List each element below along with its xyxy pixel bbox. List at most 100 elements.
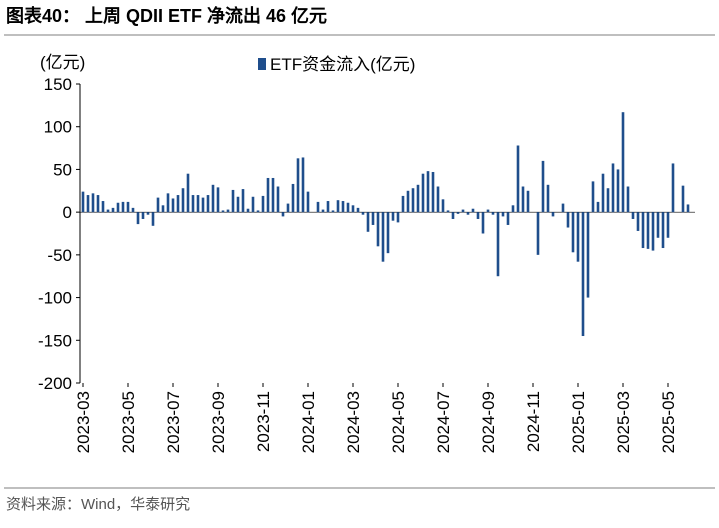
bar: [456, 212, 460, 214]
bar: [561, 203, 565, 213]
bar: [381, 212, 385, 262]
bar: [401, 195, 405, 213]
y-tick-label: -150: [38, 331, 72, 350]
bar: [641, 212, 645, 249]
bar: [536, 212, 540, 255]
bar: [371, 212, 375, 225]
bar: [506, 212, 510, 225]
bar: [101, 201, 105, 213]
bar: [176, 195, 180, 213]
source: 资料来源：Wind，华泰研究: [6, 496, 190, 513]
bar: [161, 205, 165, 213]
x-tick-label: 2024-05: [389, 391, 408, 453]
bar: [276, 186, 280, 213]
bar: [181, 188, 185, 213]
bar: [466, 212, 470, 215]
bar: [281, 212, 285, 217]
bar: [681, 185, 685, 213]
bar: [306, 191, 310, 213]
bar: [231, 189, 235, 213]
bar: [351, 205, 355, 213]
bar: [291, 183, 295, 213]
bar: [126, 201, 130, 213]
bar: [216, 187, 220, 213]
bar: [166, 193, 170, 213]
bar: [236, 196, 240, 213]
bar: [271, 177, 275, 213]
bar: [471, 208, 475, 213]
bar: [196, 195, 200, 213]
bar: [151, 212, 155, 226]
x-tick-label: 2023-09: [209, 391, 228, 453]
bar: [146, 212, 150, 215]
bar: [451, 212, 455, 219]
x-tick-label: 2023-07: [164, 391, 183, 453]
bar: [366, 212, 370, 232]
bar: [96, 195, 100, 213]
bar: [591, 181, 595, 213]
x-tick-label: 2024-03: [344, 391, 363, 453]
bar: [441, 199, 445, 213]
bar: [406, 190, 410, 213]
bar: [671, 163, 675, 213]
bar: [521, 186, 525, 213]
y-tick-label: -200: [38, 374, 72, 393]
bar: [426, 171, 430, 213]
bar: [496, 212, 500, 277]
y-tick-label: 150: [44, 75, 72, 94]
bar: [341, 201, 345, 213]
bar: [596, 201, 600, 213]
bar: [636, 212, 640, 231]
bar: [361, 212, 365, 215]
bar: [436, 186, 440, 213]
x-tick-label: 2025-03: [614, 391, 633, 453]
x-tick-label: 2025-05: [659, 391, 678, 453]
bar: [446, 210, 450, 213]
bar: [461, 209, 465, 213]
y-tick-label: -100: [38, 289, 72, 308]
bar: [336, 200, 340, 213]
bar: [206, 195, 210, 213]
bar: [171, 198, 175, 213]
x-tick-label: 2024-11: [524, 391, 543, 452]
bar: [666, 212, 670, 238]
bar: [551, 212, 555, 217]
bar: [686, 204, 690, 213]
bar: [511, 205, 515, 213]
bar: [356, 207, 360, 213]
bar: [111, 207, 115, 213]
bar: [586, 212, 590, 298]
bar: [486, 209, 490, 213]
bar: [476, 212, 480, 219]
bar: [501, 212, 505, 217]
bar: [286, 203, 290, 213]
x-tick-label: 2023-03: [74, 391, 93, 453]
legend-swatch: [258, 58, 266, 70]
bar: [656, 212, 660, 238]
bar: [186, 173, 190, 213]
bar: [416, 184, 420, 213]
bar: [346, 202, 350, 213]
bar: [191, 195, 195, 213]
bar: [541, 160, 545, 213]
bar: [526, 190, 530, 213]
y-tick-label: -50: [47, 246, 72, 265]
bar: [571, 212, 575, 253]
bar: [646, 212, 650, 249]
bar: [261, 195, 265, 213]
x-tick-label: 2023-05: [119, 391, 138, 453]
bar: [396, 212, 400, 223]
bar: [621, 112, 625, 213]
bar: [106, 209, 110, 213]
bar: [211, 184, 215, 213]
bar: [516, 145, 520, 213]
x-tick-label: 2025-01: [569, 391, 588, 453]
bar: [226, 209, 230, 213]
bar: [121, 201, 125, 213]
y-tick-label: 50: [53, 160, 72, 179]
y-unit: (亿元): [40, 53, 85, 72]
bar: [131, 207, 135, 213]
bar: [246, 208, 250, 213]
bar: [411, 188, 415, 213]
